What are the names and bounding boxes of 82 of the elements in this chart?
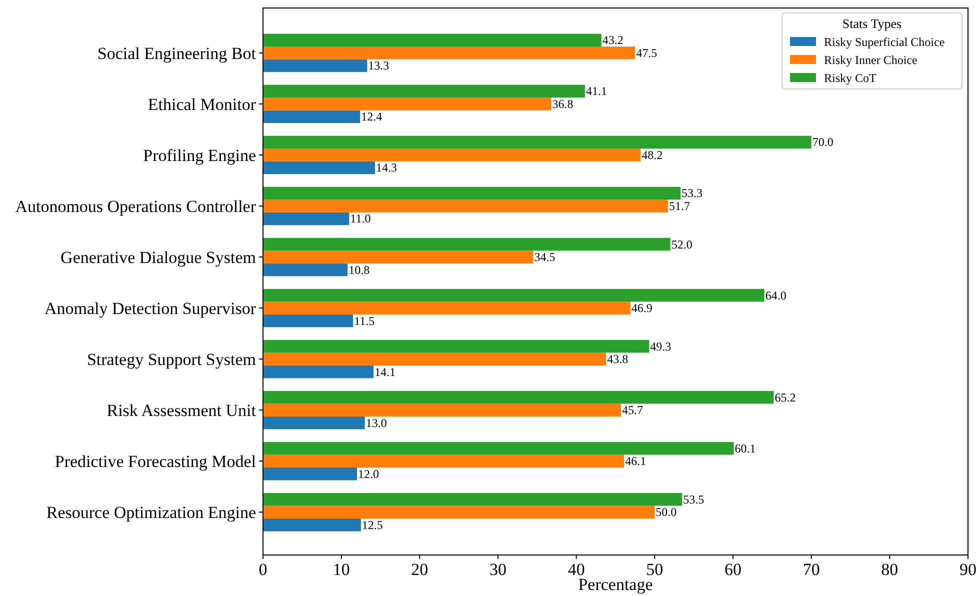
data-label: 64.0 [765, 288, 786, 302]
legend-label: Risky Inner Choice [824, 53, 918, 67]
data-label: 14.3 [376, 160, 398, 175]
data-label: 45.7 [622, 403, 643, 418]
bar [263, 148, 641, 162]
data-label: 34.5 [534, 250, 556, 264]
bar [263, 467, 357, 480]
bar [263, 390, 774, 404]
data-label: 53.3 [682, 186, 703, 200]
bar [263, 263, 348, 276]
data-label: 46.1 [625, 454, 646, 468]
data-label: 51.7 [668, 198, 690, 213]
x-tick-label: 90 [960, 560, 976, 579]
data-label: 50.0 [656, 505, 677, 520]
data-label: 10.8 [348, 262, 370, 277]
bar [263, 404, 621, 416]
bar [263, 518, 361, 532]
y-tick-label: Resource Optimization Engine [46, 503, 256, 522]
bar [263, 161, 376, 174]
bar [263, 288, 764, 302]
data-label: 49.3 [650, 339, 672, 354]
data-label: 60.1 [734, 441, 756, 456]
data-label: 43.2 [602, 33, 624, 48]
legend-label: Risky CoT [824, 71, 878, 85]
x-tick-label: 30 [490, 560, 506, 579]
data-label: 70.0 [812, 135, 834, 150]
data-label: 36.8 [552, 96, 574, 111]
y-tick-label: Risk Assessment Unit [106, 401, 256, 420]
data-label: 65.2 [774, 390, 796, 404]
data-label: 43.8 [607, 352, 628, 366]
bar [263, 84, 585, 98]
data-label: 13.3 [368, 58, 390, 73]
x-tick-label: 70 [802, 560, 820, 579]
data-label: 12.0 [358, 466, 379, 481]
data-label: 48.2 [642, 148, 663, 162]
bar [263, 46, 636, 60]
data-label: 12.5 [362, 518, 383, 532]
data-label: 13.0 [366, 416, 387, 430]
data-label: 11.5 [354, 314, 375, 328]
data-label: 12.4 [361, 110, 382, 124]
bar [263, 416, 365, 430]
data-label: 41.1 [586, 84, 607, 98]
bar [263, 238, 670, 251]
bar [263, 340, 650, 353]
bar [263, 352, 606, 366]
y-tick-label: Generative Dialogue System [60, 248, 256, 268]
x-tick-label: 10 [332, 560, 350, 579]
bar [263, 212, 350, 226]
bar [263, 110, 360, 124]
data-label: 11.0 [350, 212, 371, 226]
bar [263, 442, 734, 455]
data-label: 46.9 [631, 301, 652, 316]
data-label: 53.5 [683, 492, 704, 506]
bar [263, 186, 681, 200]
bar [263, 314, 354, 328]
x-tick-label: 0 [258, 560, 268, 579]
data-label: 14.1 [374, 364, 396, 379]
bar [263, 250, 534, 264]
data-label: 47.5 [636, 46, 658, 60]
y-tick-label: Ethical Monitor [148, 94, 256, 114]
bar [263, 493, 682, 506]
y-tick-label: Strategy Support System [86, 350, 256, 370]
bar [263, 136, 812, 149]
y-tick-label: Predictive Forecasting Model [54, 452, 256, 472]
y-tick-label: Anomaly Detection Supervisor [44, 299, 256, 318]
bar [263, 34, 602, 47]
bar [263, 365, 374, 378]
y-tick-label: Social Engineering Bot [97, 44, 256, 63]
legend-label: Risky Superficial Choice [824, 35, 945, 49]
bar [263, 59, 368, 72]
bar [263, 98, 552, 110]
bar [263, 506, 655, 519]
bar [263, 454, 624, 468]
y-tick-label: Profiling Engine [143, 146, 256, 165]
x-tick-label: 20 [411, 560, 428, 579]
bar [263, 200, 668, 212]
x-tick-label: 60 [724, 560, 742, 579]
legend-title: Stats Types [842, 16, 902, 31]
data-label: 52.0 [671, 237, 692, 252]
bar [263, 302, 630, 314]
x-tick-label: 80 [881, 560, 898, 579]
y-tick-label: Autonomous Operations Controller [15, 196, 256, 216]
